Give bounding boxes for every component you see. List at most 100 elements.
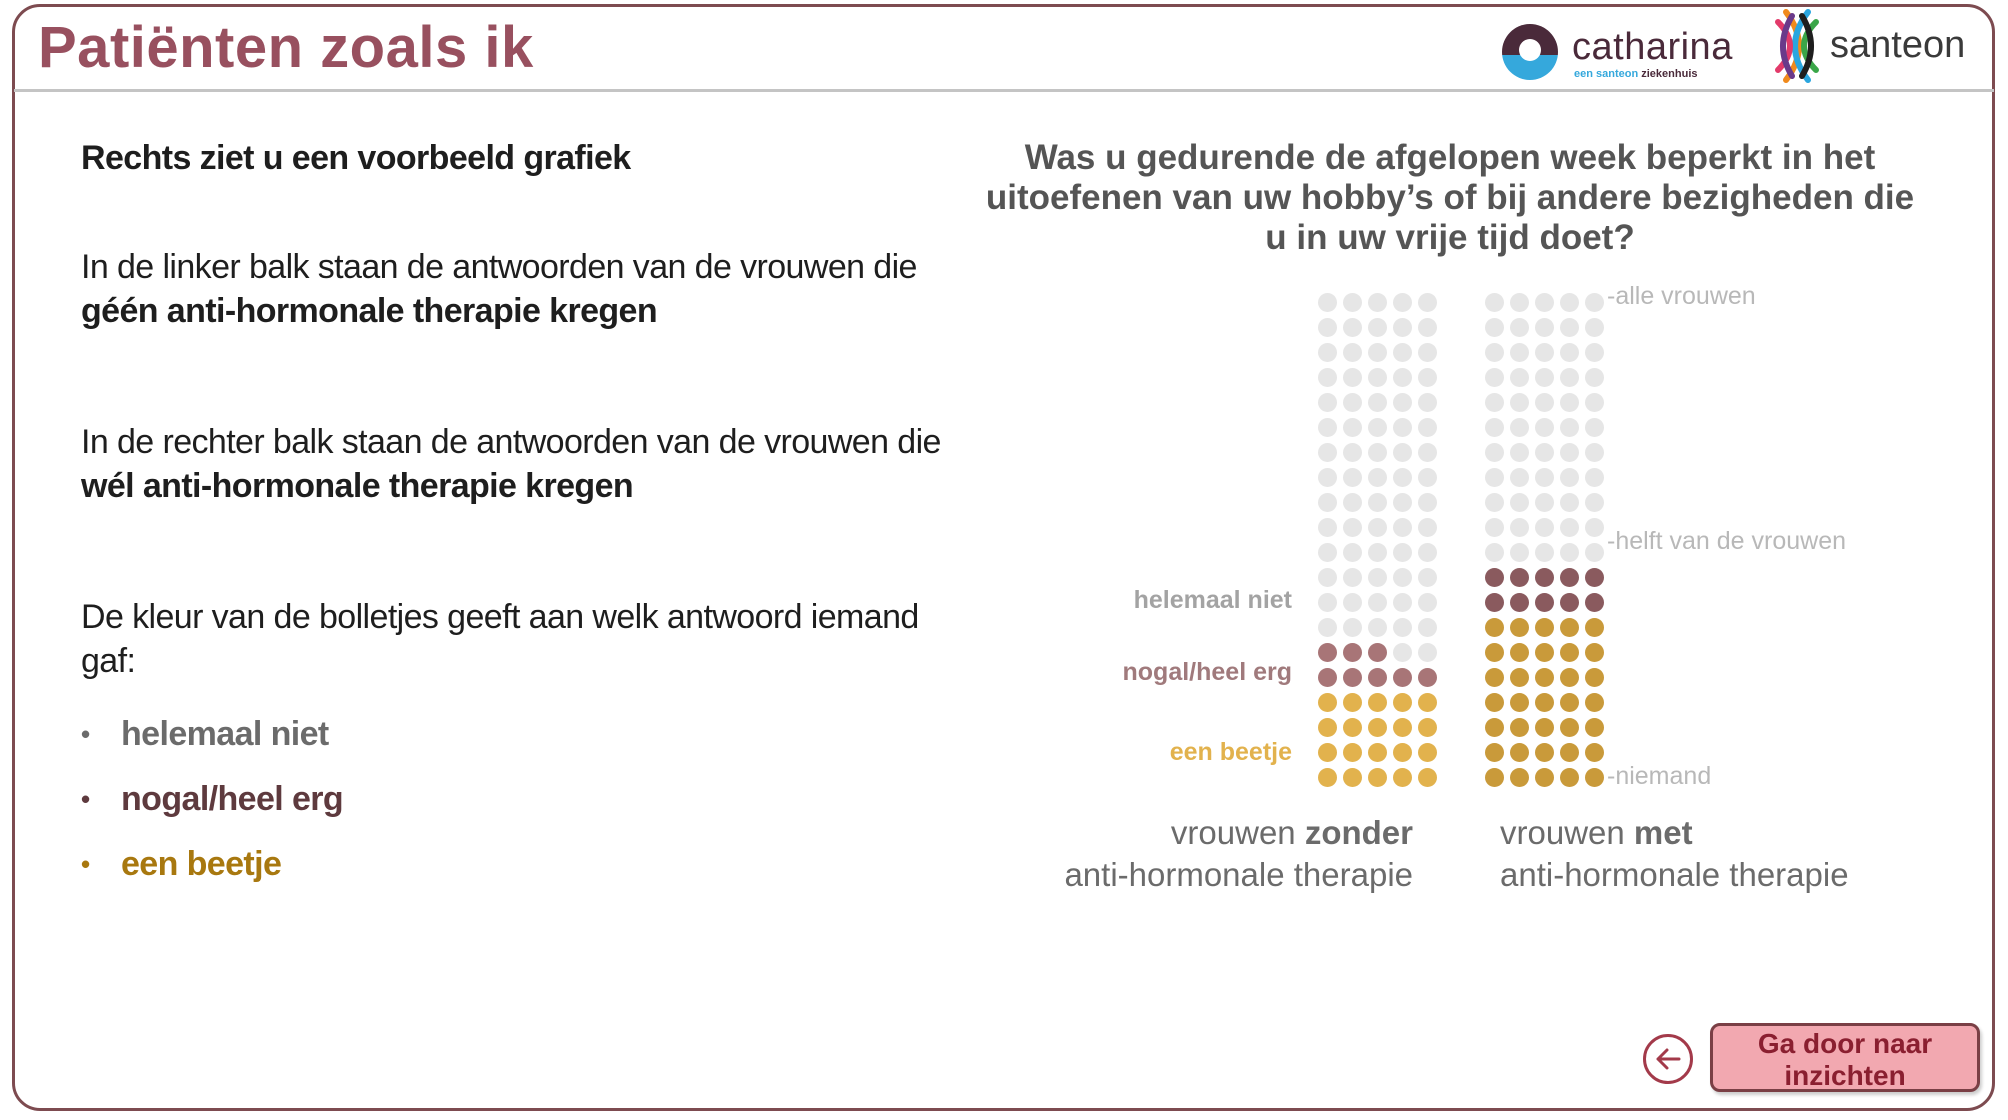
catharina-logo-text: catharina [1572, 26, 1733, 68]
dot-column-without-therapy [1318, 293, 1443, 787]
waffle-dot [1585, 468, 1604, 487]
waffle-dot [1368, 618, 1387, 637]
catharina-logo-subtitle: een santeon ziekenhuis [1574, 68, 1698, 80]
waffle-dot [1418, 368, 1437, 387]
catharina-subtitle-b: ziekenhuis [1641, 68, 1698, 80]
waffle-dot [1560, 343, 1579, 362]
waffle-dot [1485, 468, 1504, 487]
waffle-dot [1585, 493, 1604, 512]
waffle-dot [1535, 693, 1554, 712]
waffle-dot [1343, 593, 1362, 612]
waffle-dot [1485, 443, 1504, 462]
waffle-dot [1560, 643, 1579, 662]
waffle-dot [1585, 443, 1604, 462]
waffle-dot [1343, 693, 1362, 712]
intro-p1-bold: géén anti-hormonale therapie kregen [81, 292, 658, 330]
intro-p1-text: In de linker balk staan de antwoorden va… [81, 248, 917, 286]
chart-label-een-beetje: een beetje [1169, 738, 1292, 766]
waffle-dot [1560, 718, 1579, 737]
waffle-dot [1510, 668, 1529, 687]
waffle-dot [1318, 643, 1337, 662]
caption-left-plain: vrouwen [1170, 814, 1305, 851]
waffle-dot [1343, 368, 1362, 387]
caption-with-therapy: vrouwen met anti-hormonale therapie [1500, 812, 1920, 896]
waffle-dot [1393, 368, 1412, 387]
waffle-dot [1368, 443, 1387, 462]
waffle-dot [1510, 368, 1529, 387]
waffle-dot [1393, 468, 1412, 487]
intro-paragraph-left-bar: In de linker balk staan de antwoorden va… [81, 245, 941, 333]
waffle-dot [1585, 418, 1604, 437]
continue-button-label-1: Ga door naar [1757, 1028, 1933, 1059]
waffle-dot [1560, 768, 1579, 787]
waffle-dot [1560, 318, 1579, 337]
waffle-dot [1510, 393, 1529, 412]
waffle-dot [1510, 768, 1529, 787]
waffle-dot [1418, 343, 1437, 362]
waffle-dot [1393, 543, 1412, 562]
waffle-dot [1418, 668, 1437, 687]
waffle-dot [1560, 468, 1579, 487]
legend-item-helemaal-niet: • helemaal niet [81, 702, 343, 767]
waffle-dot [1510, 693, 1529, 712]
caption-right-line2: anti-hormonale therapie [1500, 856, 1849, 893]
waffle-dot [1393, 618, 1412, 637]
continue-to-insights-button[interactable]: Ga door naar inzichten [1710, 1023, 1980, 1092]
waffle-dot [1318, 443, 1337, 462]
waffle-dot [1560, 593, 1579, 612]
bullet-icon: • [81, 849, 90, 879]
waffle-dot [1393, 593, 1412, 612]
waffle-dot [1560, 743, 1579, 762]
intro-paragraph-colors: De kleur van de bolletjes geeft aan welk… [81, 598, 919, 680]
waffle-dot [1485, 418, 1504, 437]
waffle-dot [1418, 743, 1437, 762]
waffle-dot [1585, 518, 1604, 537]
waffle-dot [1418, 543, 1437, 562]
caption-left-bold: zonder [1304, 814, 1413, 851]
waffle-dot [1318, 293, 1337, 312]
waffle-dot [1318, 618, 1337, 637]
waffle-dot [1585, 343, 1604, 362]
waffle-dot [1343, 768, 1362, 787]
catharina-logo: catharina een santeon ziekenhuis [1502, 24, 1732, 84]
legend-item-een-beetje: • een beetje [81, 832, 343, 897]
waffle-dot [1585, 643, 1604, 662]
waffle-dot [1393, 293, 1412, 312]
waffle-dot [1585, 768, 1604, 787]
waffle-dot [1393, 493, 1412, 512]
waffle-dot [1535, 768, 1554, 787]
waffle-dot [1318, 768, 1337, 787]
waffle-dot [1535, 593, 1554, 612]
waffle-dot [1418, 518, 1437, 537]
waffle-dot [1368, 718, 1387, 737]
axis-label-all-women: -alle vrouwen [1607, 282, 1756, 310]
axis-label-half-women: -helft van de vrouwen [1607, 527, 1847, 555]
waffle-dot [1368, 643, 1387, 662]
waffle-dot [1343, 543, 1362, 562]
waffle-dot [1510, 343, 1529, 362]
waffle-dot [1510, 493, 1529, 512]
waffle-dot [1368, 593, 1387, 612]
waffle-dot [1585, 543, 1604, 562]
waffle-dot [1535, 393, 1554, 412]
waffle-dot [1418, 618, 1437, 637]
waffle-dot [1510, 318, 1529, 337]
waffle-dot [1485, 718, 1504, 737]
waffle-dot [1510, 543, 1529, 562]
waffle-dot [1418, 718, 1437, 737]
intro-p2-text: In de rechter balk staan de antwoorden v… [81, 423, 941, 461]
waffle-dot [1343, 343, 1362, 362]
waffle-dot [1393, 343, 1412, 362]
waffle-dot [1318, 668, 1337, 687]
chart-label-nogal-heel-erg: nogal/heel erg [1122, 658, 1292, 686]
waffle-dot [1343, 493, 1362, 512]
catharina-subtitle-a: een santeon [1574, 68, 1639, 80]
waffle-dot [1535, 293, 1554, 312]
back-button[interactable] [1643, 1034, 1693, 1084]
waffle-dot [1510, 743, 1529, 762]
waffle-dot [1368, 493, 1387, 512]
waffle-dot [1510, 643, 1529, 662]
waffle-dot [1485, 368, 1504, 387]
waffle-dot [1393, 518, 1412, 537]
waffle-dot [1418, 768, 1437, 787]
